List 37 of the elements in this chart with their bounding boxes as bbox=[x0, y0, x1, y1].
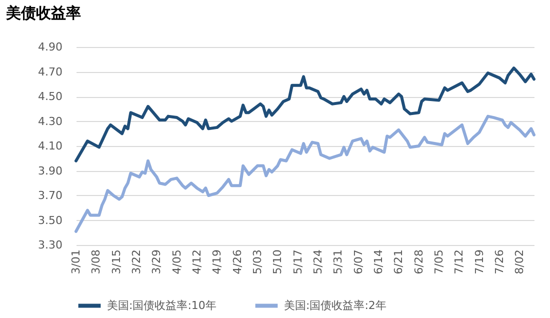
x-tick-label: 7/19 bbox=[472, 250, 486, 274]
x-tick-label: 7/12 bbox=[452, 250, 466, 274]
line-series bbox=[74, 66, 536, 162]
x-tick-label: 6/14 bbox=[372, 250, 385, 274]
y-tick-label: 4.50 bbox=[38, 90, 62, 103]
x-tick-label: 7/26 bbox=[492, 250, 506, 274]
x-tick-label: 5/03 bbox=[250, 250, 264, 274]
x-tick-label: 5/24 bbox=[311, 250, 324, 274]
x-tick-label: 6/21 bbox=[392, 250, 406, 274]
x-tick-label: 4/12 bbox=[190, 250, 204, 274]
x-tick-label: 3/15 bbox=[110, 250, 123, 274]
y-tick-label: 4.70 bbox=[38, 65, 62, 78]
y-tick-label: 4.30 bbox=[38, 114, 62, 128]
x-tick-label: 5/10 bbox=[271, 250, 284, 274]
x-tick-label: 6/07 bbox=[352, 250, 365, 274]
y-tick-label: 3.70 bbox=[38, 189, 62, 202]
legend-label: 美国:国债收益率:10年 bbox=[107, 298, 216, 312]
legend-label: 美国:国债收益率:2年 bbox=[284, 298, 386, 312]
x-tick-label: 4/05 bbox=[170, 250, 184, 274]
x-tick-label: 3/29 bbox=[150, 250, 164, 274]
x-tick-label: 6/28 bbox=[412, 250, 426, 274]
x-tick-label: 5/17 bbox=[291, 250, 304, 274]
y-tick-label: 3.30 bbox=[38, 238, 62, 252]
x-tick-label: 4/26 bbox=[230, 250, 244, 274]
x-tick-label: 8/02 bbox=[513, 250, 526, 274]
y-tick-label: 3.50 bbox=[38, 214, 62, 227]
x-tick-label: 3/08 bbox=[90, 250, 103, 274]
x-tick-label: 7/05 bbox=[432, 250, 446, 274]
y-tick-label: 3.90 bbox=[38, 164, 62, 178]
chart-title: 美债收益率 bbox=[5, 4, 81, 22]
x-tick-label: 3/22 bbox=[130, 250, 143, 274]
y-tick-label: 4.10 bbox=[38, 140, 62, 152]
x-tick-label: 5/31 bbox=[332, 250, 345, 274]
y-tick-label: 4.90 bbox=[38, 40, 62, 54]
x-tick-label: 3/01 bbox=[70, 250, 82, 274]
x-tick-label: 4/19 bbox=[210, 250, 224, 274]
line-series bbox=[74, 114, 536, 233]
